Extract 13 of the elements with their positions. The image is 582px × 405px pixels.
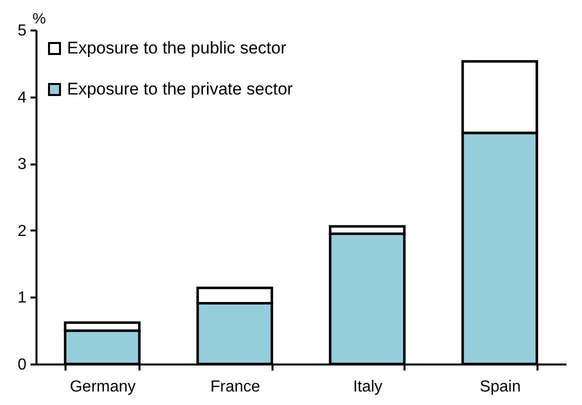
y-tick-label: 0 [18,356,27,374]
y-tick-label: 3 [18,156,27,174]
x-tick-label: Germany [70,378,136,396]
legend-label: Exposure to the private sector [67,80,294,98]
x-tick-label: France [210,378,260,396]
x-tick-label: Spain [480,378,521,396]
y-tick-label: 4 [18,89,27,106]
y-tick-label: 5 [18,22,27,40]
y-axis-title: % [32,10,46,28]
y-tick-label: 1 [18,290,27,307]
legend-label: Exposure to the public sector [67,38,287,58]
x-tick-label: Italy [353,378,382,396]
y-tick-label: 2 [18,222,27,240]
